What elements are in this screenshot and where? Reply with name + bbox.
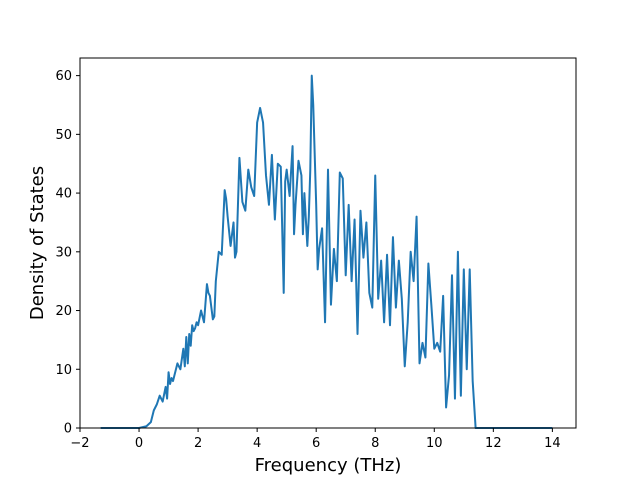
y-tick-label: 0 (64, 422, 72, 437)
x-tick-label: 4 (253, 436, 261, 451)
y-tick-label: 40 (55, 187, 72, 202)
y-tick-label: 30 (55, 245, 72, 260)
x-tick-label: 10 (426, 436, 443, 451)
x-tick-label: −2 (70, 436, 89, 451)
x-tick-label: 8 (371, 436, 379, 451)
y-tick-label: 20 (55, 304, 72, 319)
plot-layer (100, 74, 553, 429)
x-axis-label: Frequency (THz) (255, 455, 402, 476)
y-axis-ticks: 0 10 20 30 40 50 60 (55, 69, 80, 437)
x-axis-ticks: −2 0 2 4 6 8 10 12 14 (70, 428, 561, 451)
y-tick-label: 50 (55, 128, 72, 143)
y-axis-label: Density of States (27, 166, 48, 320)
plot-frame (79, 57, 577, 429)
x-tick-label: 14 (544, 436, 561, 451)
y-tick-label: 60 (55, 69, 72, 84)
x-tick-label: 0 (135, 436, 143, 451)
x-tick-label: 6 (312, 436, 320, 451)
x-tick-label: 12 (485, 436, 502, 451)
x-tick-label: 2 (194, 436, 202, 451)
dos-series-line-0 (100, 74, 553, 429)
y-tick-label: 10 (55, 363, 72, 378)
